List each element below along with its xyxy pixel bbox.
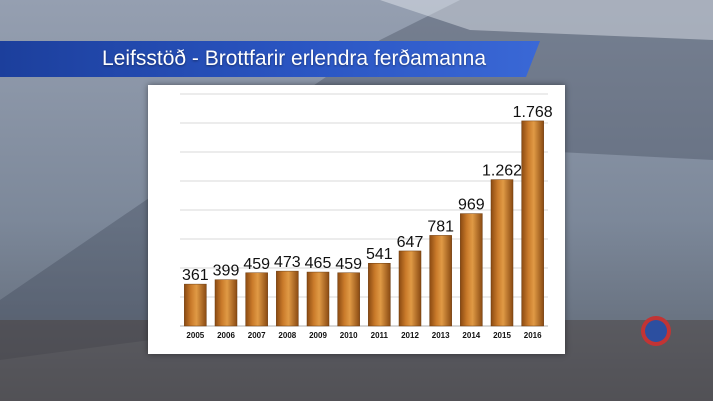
x-tick-2014: 2014 [462, 331, 480, 340]
bar-2013 [429, 235, 452, 327]
x-tick-2011: 2011 [371, 331, 389, 340]
value-label-2011: 541 [366, 246, 393, 263]
bar-2005 [184, 283, 207, 327]
bar-2008 [276, 270, 299, 327]
x-tick-2009: 2009 [309, 331, 327, 340]
x-tick-2006: 2006 [217, 331, 235, 340]
grid-lines [180, 93, 548, 327]
value-label-2005: 361 [182, 267, 209, 284]
x-tick-2013: 2013 [432, 331, 450, 340]
value-label-2015: 1.262 [482, 163, 522, 180]
bar-2015 [490, 179, 514, 327]
value-label-2013: 781 [427, 218, 454, 235]
x-tick-2015: 2015 [493, 331, 511, 340]
bar-2012 [398, 250, 422, 327]
value-label-2009: 465 [305, 255, 332, 272]
bar-2014 [460, 213, 483, 327]
x-tick-2016: 2016 [524, 331, 542, 340]
x-tick-2007: 2007 [248, 331, 266, 340]
chart-panel: 361 399 459 473 465 459 541 647 781 969 1.262 1.768… [148, 85, 565, 354]
x-tick-2010: 2010 [340, 331, 358, 340]
x-tick-2008: 2008 [278, 331, 296, 340]
value-label-2016: 1.768 [513, 104, 553, 121]
bars [184, 120, 544, 327]
value-label-2012: 647 [397, 234, 424, 251]
bar-2009 [306, 271, 330, 327]
value-label-2014: 969 [458, 197, 485, 214]
bar-2010 [337, 272, 360, 327]
title-banner: Leifsstöð - Brottfarir erlendra ferðaman… [0, 41, 540, 77]
chart-title: Leifsstöð - Brottfarir erlendra ferðaman… [102, 47, 487, 70]
value-label-2007: 459 [243, 256, 270, 273]
x-tick-labels: 2005 2006 2007 2008 2009 2010 2011 2012 2013 2014… [186, 331, 542, 340]
bar-2011 [368, 262, 391, 327]
bar-2007 [245, 272, 268, 327]
value-label-2010: 459 [335, 256, 362, 273]
x-tick-2005: 2005 [186, 331, 204, 340]
bar-chart: 361 399 459 473 465 4595416477819691.2621.768… [180, 93, 553, 340]
value-label-2006: 399 [213, 263, 240, 280]
bar-2006 [214, 279, 238, 327]
bar-2016 [521, 120, 544, 327]
x-tick-2012: 2012 [401, 331, 419, 340]
value-label-2008: 473 [274, 254, 301, 271]
